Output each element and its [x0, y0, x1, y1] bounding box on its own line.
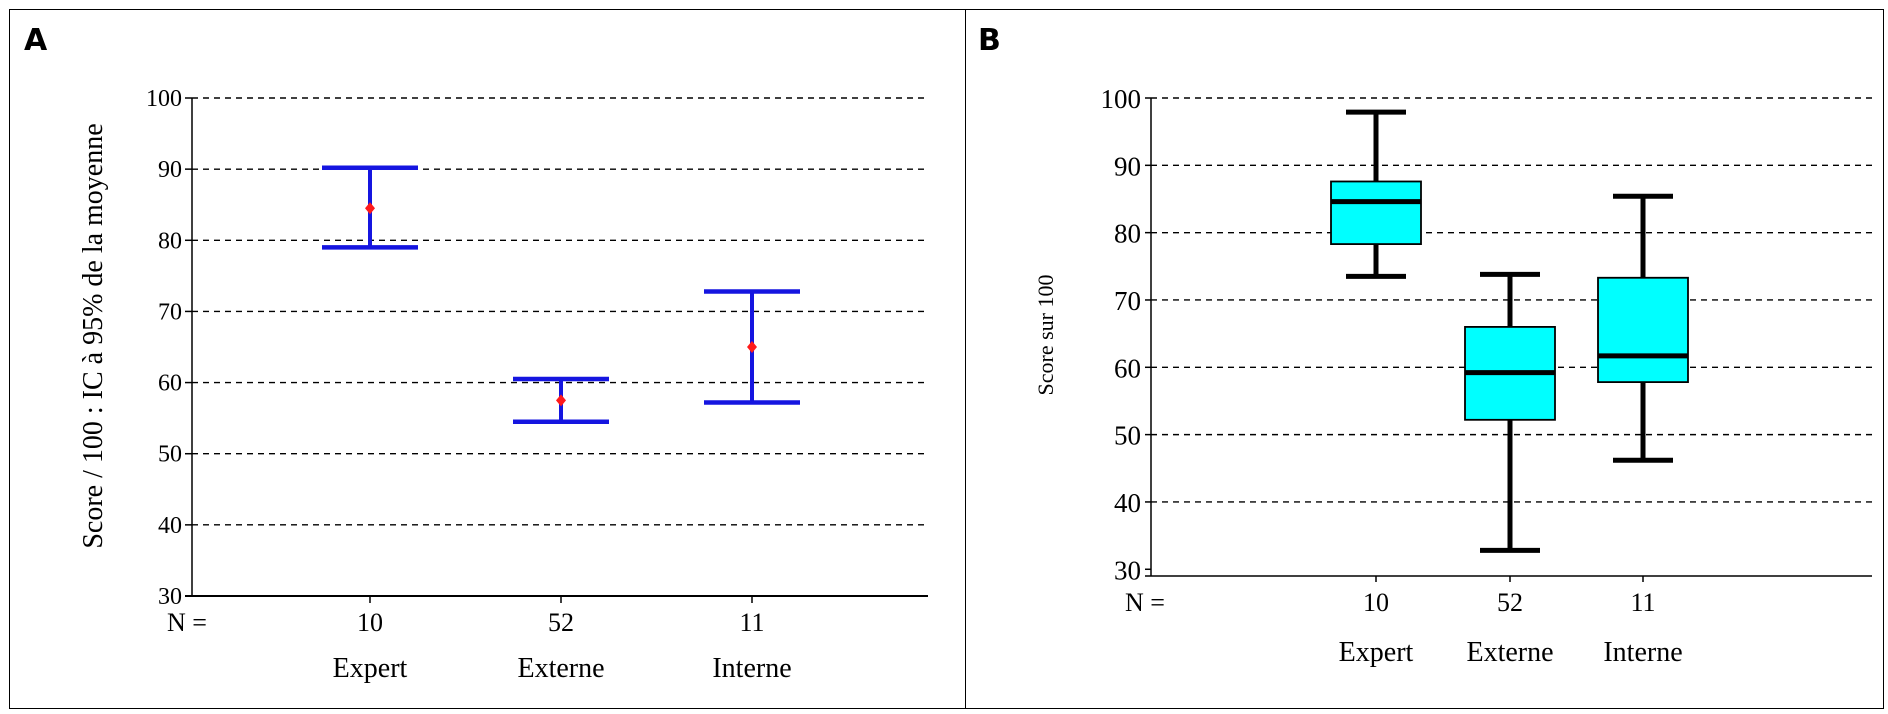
panel-a-gridlines [192, 98, 928, 525]
n-value-externe: 52 [548, 608, 574, 637]
y-tick-label: 100 [1101, 84, 1142, 114]
y-tick-label: 40 [1114, 488, 1141, 518]
panel-b-box-plot: 30 40 50 60 70 80 90 100 10 Expert 52 Externe 11 Int… [1033, 84, 1872, 668]
y-tick-label: 60 [158, 371, 182, 397]
box-expert [1331, 181, 1421, 244]
panel-b-n-label: N = [1125, 588, 1165, 617]
mean-marker-externe [556, 394, 566, 406]
panel-b-label: B [978, 23, 1001, 58]
y-tick-label: 100 [146, 86, 182, 112]
panel-b-category-labels: 10 Expert 52 Externe 11 Interne [1339, 588, 1683, 668]
panel-b-boxes [1331, 112, 1688, 550]
y-tick-label: 80 [158, 228, 182, 254]
mean-marker-expert [365, 202, 375, 214]
category-label-externe: Externe [517, 653, 604, 684]
n-value-expert: 10 [357, 608, 383, 637]
box-interne [1598, 278, 1688, 382]
n-value-interne: 11 [739, 608, 764, 637]
panel-a-axes [185, 98, 928, 603]
n-value-externe: 52 [1497, 588, 1523, 617]
panel-a-y-tick-labels: 30 40 50 60 70 80 90 100 [146, 86, 182, 610]
panel-b-y-axis-label: Score sur 100 [1033, 275, 1058, 396]
panel-a-errorbar-chart: 30 40 50 60 70 80 90 100 10 Expert 52 Externe 11 Int… [78, 86, 928, 684]
panel-a-y-axis-label: Score / 100 : IC à 95% de la moyenne [78, 123, 109, 548]
y-tick-label: 70 [1114, 286, 1141, 316]
category-label-expert: Expert [1339, 637, 1414, 668]
mean-marker-interne [747, 341, 757, 353]
y-tick-label: 30 [158, 584, 182, 610]
y-tick-label: 60 [1114, 353, 1141, 383]
panel-a-label: A [24, 23, 48, 58]
panel-a-error-bars [322, 168, 800, 422]
y-tick-label: 70 [158, 299, 182, 325]
category-label-expert: Expert [333, 653, 408, 684]
category-label-externe: Externe [1466, 637, 1553, 668]
panel-a-category-labels: 10 Expert 52 Externe 11 Interne [333, 608, 792, 684]
category-label-interne: Interne [1603, 637, 1682, 668]
y-tick-label: 80 [1114, 219, 1141, 249]
n-value-expert: 10 [1363, 588, 1389, 617]
y-tick-label: 50 [1114, 421, 1141, 451]
panel-b-y-tick-labels: 30 40 50 60 70 80 90 100 [1101, 84, 1142, 585]
n-value-interne: 11 [1630, 588, 1655, 617]
y-tick-label: 50 [158, 442, 182, 468]
y-tick-label: 40 [158, 513, 182, 539]
y-tick-label: 90 [158, 157, 182, 183]
y-tick-label: 90 [1114, 151, 1141, 181]
panel-a-n-label: N = [167, 608, 207, 637]
category-label-interne: Interne [712, 653, 791, 684]
y-tick-label: 30 [1114, 555, 1141, 585]
